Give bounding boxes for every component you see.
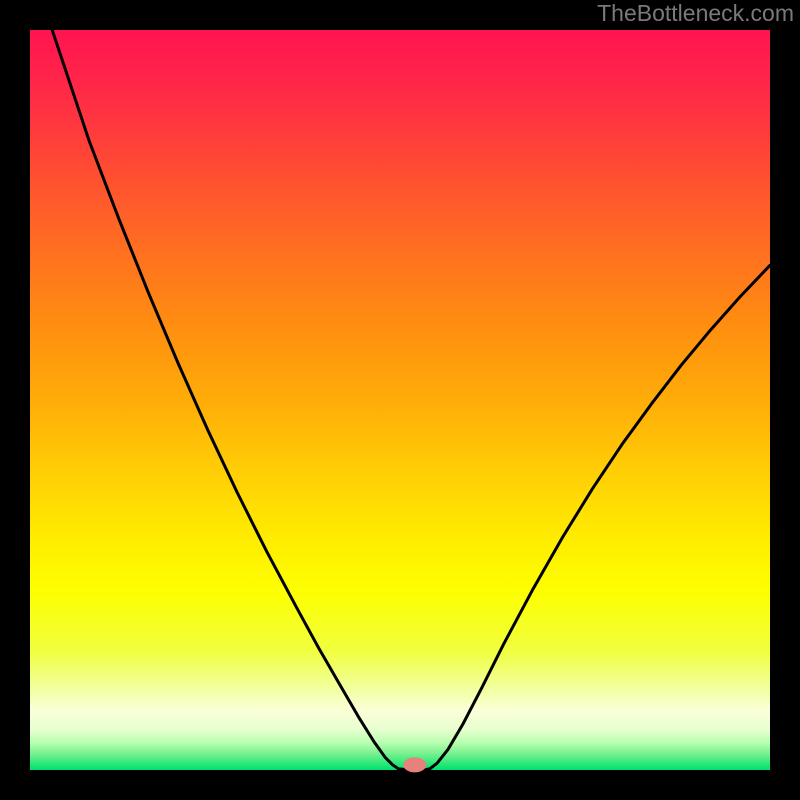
minimum-marker bbox=[404, 758, 426, 772]
watermark-text: TheBottleneck.com bbox=[597, 0, 794, 27]
bottleneck-chart bbox=[0, 0, 800, 800]
plot-background bbox=[30, 30, 770, 770]
chart-container: { "watermark": { "text": "TheBottleneck.… bbox=[0, 0, 800, 800]
